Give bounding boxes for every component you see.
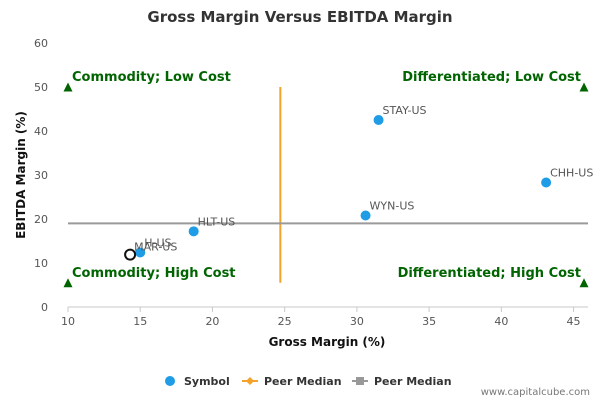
- plot-area: 10 15 20 25 30 35 40 45 0 10 20 30 40 50 60 Commodity; …: [34, 37, 593, 328]
- x-tick-label: 20: [205, 315, 219, 328]
- legend-label: Symbol: [184, 375, 230, 388]
- y-tick-label: 0: [41, 301, 48, 314]
- quadrant-marker: [63, 278, 73, 288]
- legend-label: Peer Median: [264, 375, 342, 388]
- quadrant-label: Differentiated; Low Cost: [402, 70, 581, 85]
- data-point: [373, 115, 384, 125]
- legend-marker-peer-median-x: [246, 377, 254, 385]
- data-point: [124, 248, 137, 261]
- data-point: [541, 177, 552, 188]
- point-label: HLT-US: [198, 215, 236, 228]
- quadrant-label: Differentiated; High Cost: [398, 266, 581, 281]
- quadrant-marker: [63, 82, 73, 92]
- quadrant-label: Commodity; Low Cost: [72, 70, 231, 85]
- y-tick-label: 60: [34, 37, 48, 50]
- x-axis-title: Gross Margin (%): [269, 335, 386, 349]
- quadrant-marker: [579, 278, 589, 288]
- point-label: STAY-US: [383, 104, 427, 117]
- data-point: [135, 247, 146, 258]
- credit-text: www.capitalcube.com: [481, 387, 590, 398]
- point-label: MAR-US: [134, 241, 177, 254]
- point-label: CHH-US: [550, 166, 593, 179]
- quadrant-marker: [579, 82, 589, 92]
- y-tick-label: 10: [34, 257, 48, 270]
- x-tick-label: 25: [278, 315, 292, 328]
- data-point: [188, 226, 199, 237]
- x-tick-label: 40: [494, 315, 508, 328]
- legend-label: Peer Median: [374, 375, 452, 388]
- x-tick-label: 15: [133, 315, 147, 328]
- x-tick-label: 10: [61, 315, 75, 328]
- quadrant-label: Commodity; High Cost: [72, 266, 236, 281]
- chart-title: Gross Margin Versus EBITDA Margin: [147, 8, 452, 26]
- y-tick-label: 50: [34, 81, 48, 94]
- point-label: H-US: [144, 236, 171, 249]
- x-tick-label: 45: [567, 315, 581, 328]
- data-point: [360, 210, 371, 221]
- y-tick-label: 40: [34, 125, 48, 138]
- x-tick-label: 35: [422, 315, 436, 328]
- point-label: WYN-US: [370, 199, 415, 212]
- x-tick-label: 30: [350, 315, 364, 328]
- y-axis-title: EBITDA Margin (%): [14, 111, 28, 239]
- y-tick-label: 20: [34, 213, 48, 226]
- legend-marker-symbol: [165, 376, 175, 386]
- legend: Symbol Peer Median Peer Median: [165, 375, 452, 388]
- legend-marker-peer-median-y: [356, 377, 364, 385]
- y-tick-label: 30: [34, 169, 48, 182]
